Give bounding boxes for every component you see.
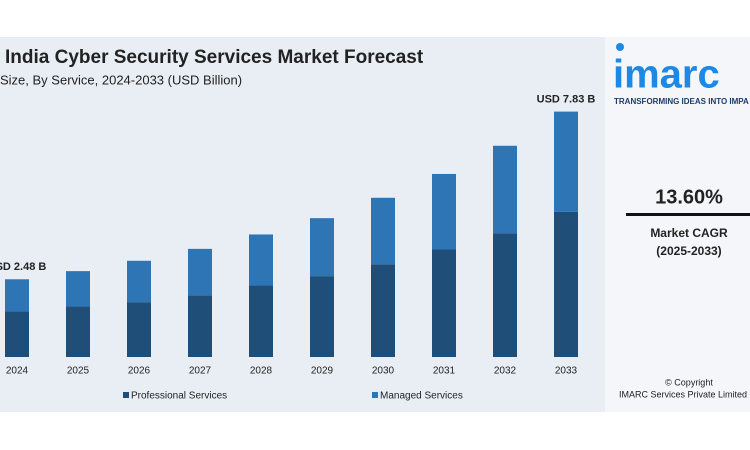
cagr-rule — [626, 213, 750, 216]
bar-segment — [249, 285, 273, 357]
x-tick-label: 2027 — [189, 366, 212, 377]
bar-segment — [493, 145, 517, 234]
chart-subtitle: Size, By Service, 2024-2033 (USD Billion… — [0, 72, 242, 87]
legend-swatch — [123, 392, 129, 398]
x-tick-label: 2031 — [433, 366, 456, 377]
x-tick-label: 2030 — [372, 366, 395, 377]
cagr-period: (2025-2033) — [656, 244, 721, 258]
legend-label: Managed Services — [380, 391, 463, 402]
legend-swatch — [372, 392, 378, 398]
logo-dot — [616, 43, 624, 51]
company: IMARC Services Private Limited 202 — [619, 389, 750, 399]
x-tick-label: 2028 — [250, 366, 273, 377]
x-tick-label: 2024 — [6, 366, 29, 377]
bar-segment — [127, 302, 151, 357]
tagline: TRANSFORMING IDEAS INTO IMPA — [614, 97, 749, 106]
value-label: USD 7.83 B — [537, 94, 596, 106]
x-tick-label: 2025 — [67, 366, 90, 377]
x-tick-label: 2029 — [311, 366, 334, 377]
bar-segment — [371, 197, 395, 265]
x-tick-label: 2032 — [494, 366, 517, 377]
side-panel — [605, 37, 750, 412]
x-tick-label: 2033 — [555, 366, 578, 377]
logo: imarc — [613, 53, 720, 97]
cagr-label: Market CAGR — [650, 226, 728, 240]
bar-segment — [249, 234, 273, 286]
bar-segment — [554, 211, 578, 357]
bar-segment — [188, 295, 212, 357]
bar-segment — [5, 311, 29, 357]
bar-segment — [310, 218, 334, 277]
bar-segment — [554, 111, 578, 212]
bar-segment — [127, 260, 151, 303]
bar-segment — [66, 271, 90, 307]
bar-segment — [432, 249, 456, 357]
copyright: © Copyright — [665, 377, 713, 387]
bar-segment — [310, 276, 334, 357]
cagr-value: 13.60% — [655, 186, 723, 208]
legend-label: Professional Services — [131, 391, 227, 402]
bar-segment — [371, 264, 395, 357]
bar-segment — [66, 306, 90, 357]
bar-segment — [5, 279, 29, 312]
bar-segment — [432, 173, 456, 250]
x-tick-label: 2026 — [128, 366, 151, 377]
value-label: USD 2.48 B — [0, 261, 46, 273]
chart-title: India Cyber Security Services Market For… — [5, 47, 424, 68]
bar-segment — [188, 248, 212, 296]
bar-segment — [493, 233, 517, 357]
